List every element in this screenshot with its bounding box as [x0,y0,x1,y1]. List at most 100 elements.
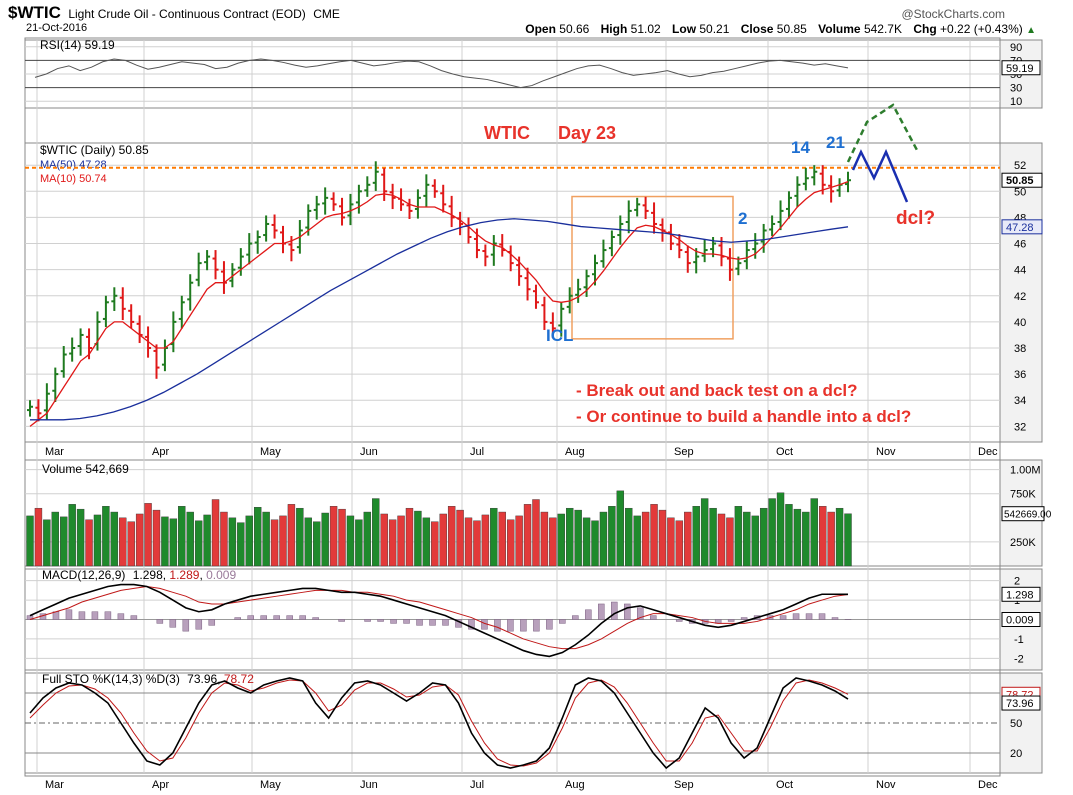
chg-label: Chg [913,22,937,36]
price-bar [119,287,126,321]
price-bar [490,235,497,266]
price-tick-label: 52 [1014,160,1026,172]
macd-hist-bar [65,609,73,620]
rsi-tick-label: 90 [1010,42,1022,54]
price-bar [760,223,767,253]
annotation-2: 2 [738,209,747,228]
price-bar [313,195,320,220]
volume-bar [228,517,237,567]
volume-bar [709,507,717,567]
volume-bar [405,507,414,567]
close-label-box [1001,172,1043,188]
macd-legend-macd: 1.298 [133,568,163,582]
macd-hist-bar [546,619,553,630]
ma50-line [30,218,849,421]
volume-bar [372,498,380,567]
month-label: May [260,779,281,791]
volume-bar [296,507,304,567]
price-bar [229,263,236,288]
volume-bar [211,499,220,567]
price-bar [743,241,750,270]
macd-hist-bar [507,619,514,632]
volume-bar [169,518,178,567]
month-label: Oct [776,779,793,791]
month-label: Mar [45,779,64,791]
macd-hist-bar [533,619,540,632]
macd-hist-bar [494,619,501,632]
volume-bar [759,507,768,567]
month-axis: Mar Mar Apr Apr May May Jun Jun Jul Jul Aug Aug Sep S… [45,446,998,791]
volume-bar [68,504,76,567]
price-bar [558,302,565,337]
price-bar [389,183,396,210]
macd-hist-bar [130,615,138,620]
price-bar [254,230,261,254]
macd-hist-bar [78,611,86,620]
volume-bar [388,519,397,567]
price-bar [431,179,438,198]
volume-bar [220,511,228,567]
panel-price [24,142,1001,443]
volume-bar [743,511,751,567]
price-bar [372,161,379,191]
price-bar [347,193,354,226]
macd-current-box [1001,586,1041,602]
price-bar [684,245,691,273]
price-bar [355,184,362,214]
volume-bar [532,499,540,567]
volume-bar [161,516,169,567]
ma10-line [29,181,849,427]
macd-hist-bar [234,617,241,620]
volume-bar [591,520,599,567]
macd-hist-bar [740,617,748,620]
volume-value: 542.7K [863,22,902,36]
price-tick-label: 46 [1014,239,1026,251]
volume-bar [490,507,498,567]
volume-bar [346,515,355,567]
open-value: 50.66 [559,22,590,36]
price-bar [777,200,784,231]
volume-bar [667,517,675,567]
close-value: 50.85 [776,22,807,36]
macd-hist-bar [338,619,345,622]
rsi-tick-label: 10 [1010,96,1022,108]
volume-bar [321,512,329,567]
series [25,58,1000,770]
price-bar [60,346,67,378]
month-label: Aug [565,446,585,458]
low-value: 50.21 [699,22,730,36]
open-label: Open [525,22,556,36]
price-bar [364,176,371,197]
volume-bar [287,504,296,567]
close-label: Close [740,22,774,36]
volume-bar [262,511,270,567]
annotation-14: 14 [791,138,810,157]
price-bar [482,244,489,267]
projection-blue [851,148,909,203]
volume-bar [270,519,279,567]
volume-bar [599,511,608,567]
macd-hist-bar [52,611,60,620]
volume-bar [633,515,641,567]
price-bar [532,284,539,309]
price-bars [27,161,851,422]
price-bar [381,168,388,201]
volume-bar [144,503,152,567]
volume-bar [304,517,312,567]
macd-hist-bar [195,619,203,630]
month-label: Sep [674,779,694,791]
macd-hist-bar [559,619,566,624]
volume-bar [102,506,110,567]
sto-legend: Full STO %K(14,3) %D(3) 73.96, 78.72 [42,672,254,686]
month-label: Dec [978,446,998,458]
price-bar [246,233,253,265]
macd-hist-bar [286,615,293,620]
annotation-icl: ICL [546,326,573,345]
price-bar [35,399,42,422]
volume-tick-label: 250K [1010,537,1036,549]
volume-bar [692,506,700,567]
macd-hist-bar [429,619,436,626]
volume-bar [658,509,667,567]
volume-tick-label: 1.00M [1010,465,1041,477]
